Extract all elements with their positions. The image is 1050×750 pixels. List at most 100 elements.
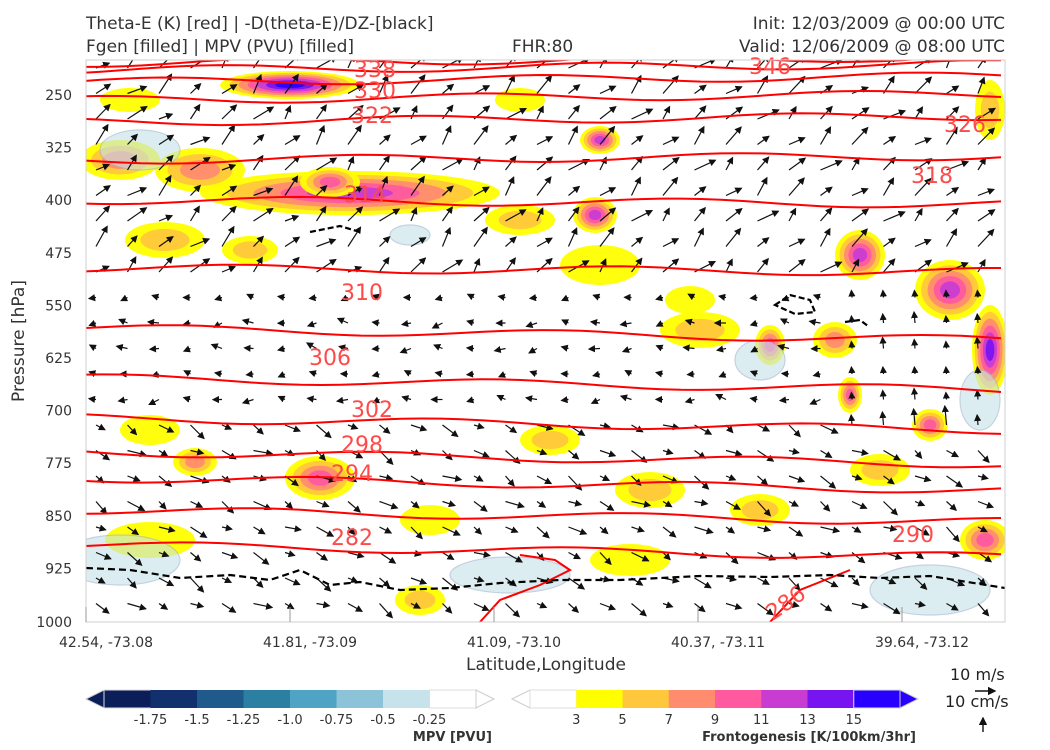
wind-vector bbox=[536, 500, 547, 508]
wind-vector bbox=[253, 449, 274, 457]
theta-e-contour-line bbox=[86, 413, 1002, 435]
colorbar-cell bbox=[622, 690, 670, 708]
wind-vector bbox=[127, 500, 146, 511]
wind-vector bbox=[883, 524, 898, 532]
wind-vector bbox=[347, 206, 364, 222]
wind-vector bbox=[621, 346, 632, 353]
theta-e-contour-line bbox=[479, 554, 572, 622]
wind-vector bbox=[694, 206, 706, 222]
colorbar-tick-label: -1.75 bbox=[134, 713, 168, 728]
theta-e-contour-line bbox=[86, 152, 1002, 165]
wind-vector bbox=[536, 448, 548, 456]
wind-vector bbox=[410, 155, 427, 171]
wind-vector bbox=[127, 602, 147, 611]
wind-vector bbox=[127, 85, 148, 95]
wind-vector bbox=[88, 319, 97, 327]
wind-vector bbox=[599, 602, 617, 611]
wind-vector bbox=[1009, 340, 1010, 349]
wind-vector bbox=[725, 575, 738, 583]
wind-vector bbox=[536, 423, 554, 431]
colorbar-cell bbox=[336, 690, 384, 708]
y-tick-label: 850 bbox=[45, 509, 72, 525]
y-tick-label: 625 bbox=[45, 351, 72, 367]
wind-vector bbox=[493, 346, 506, 354]
wind-vector bbox=[442, 551, 455, 561]
wind-vector bbox=[466, 396, 475, 404]
wind-vector bbox=[221, 104, 238, 120]
wind-vector bbox=[599, 526, 609, 535]
theta-e-label: 338 bbox=[354, 58, 396, 83]
wind-vector bbox=[127, 577, 137, 589]
wind-vector bbox=[276, 293, 286, 301]
wind-vector bbox=[529, 370, 538, 378]
wind-vector bbox=[568, 526, 588, 536]
wind-vector bbox=[910, 387, 919, 400]
wind-vector bbox=[505, 108, 528, 120]
wind-vector bbox=[589, 319, 601, 327]
wind-vector bbox=[127, 105, 148, 120]
wind-vector bbox=[725, 106, 744, 120]
theta-e-contour-line bbox=[769, 569, 851, 622]
wind-vector bbox=[946, 501, 958, 512]
wind-vector bbox=[536, 176, 552, 196]
wind-vector bbox=[883, 258, 896, 273]
wind-vector bbox=[778, 396, 790, 404]
wind-vector bbox=[213, 370, 223, 378]
wind-vector bbox=[505, 257, 516, 273]
wind-vector bbox=[1009, 312, 1010, 323]
mpv-fill bbox=[449, 556, 571, 594]
wind-vector bbox=[1010, 213, 1031, 221]
wind-vector bbox=[536, 475, 553, 485]
wind-vector bbox=[655, 320, 664, 327]
frontogenesis-fill bbox=[495, 88, 545, 112]
wind-vector bbox=[347, 422, 359, 430]
wind-vector bbox=[568, 551, 582, 560]
wind-vector bbox=[536, 156, 554, 171]
wind-vector bbox=[473, 501, 488, 512]
wind-vector bbox=[442, 83, 455, 94]
frontogenesis-fill bbox=[120, 415, 180, 445]
wind-vector bbox=[911, 289, 919, 298]
wind-vector bbox=[910, 310, 919, 324]
mpv-fill bbox=[99, 129, 181, 171]
wind-vector bbox=[974, 312, 982, 324]
wind-vector bbox=[1010, 239, 1022, 247]
wind-vector bbox=[536, 207, 544, 222]
wind-vector bbox=[757, 603, 774, 616]
wind-vector bbox=[158, 134, 175, 146]
wind-vector bbox=[914, 207, 923, 222]
wind-vector bbox=[246, 293, 255, 301]
wind-vector bbox=[253, 187, 274, 197]
wind-vector bbox=[536, 257, 553, 273]
y-tick-label: 550 bbox=[45, 298, 72, 314]
wind-vector bbox=[592, 293, 601, 301]
wind-vector bbox=[725, 526, 736, 534]
wind-vector bbox=[662, 601, 674, 609]
wind-vector bbox=[974, 289, 982, 298]
wind-vector bbox=[567, 125, 578, 145]
wind-vector bbox=[190, 601, 205, 609]
frontogenesis-fill bbox=[100, 88, 160, 112]
wind-vector bbox=[662, 136, 680, 146]
wind-vector bbox=[686, 370, 695, 378]
wind-vector bbox=[284, 525, 302, 533]
wind-vector bbox=[347, 84, 364, 95]
wind-vector bbox=[914, 177, 932, 196]
wind-vector bbox=[221, 205, 237, 222]
wind-vector bbox=[401, 395, 412, 403]
y-tick-label: 475 bbox=[45, 246, 72, 262]
theta-e-contour-line bbox=[86, 541, 1002, 559]
wind-vector bbox=[1009, 367, 1010, 374]
wind-vector bbox=[1010, 56, 1022, 68]
wind-vector bbox=[315, 205, 327, 222]
wind-vector bbox=[631, 500, 652, 508]
wind-vector bbox=[442, 424, 459, 438]
wind-vector bbox=[316, 157, 338, 171]
wind-vector bbox=[536, 74, 553, 94]
wind-vector bbox=[599, 474, 611, 481]
wind-vector bbox=[528, 294, 538, 302]
wind-vector bbox=[654, 370, 664, 378]
frontogenesis-fill bbox=[845, 388, 855, 402]
wind-vector bbox=[631, 603, 647, 617]
wind-vector bbox=[879, 410, 887, 426]
